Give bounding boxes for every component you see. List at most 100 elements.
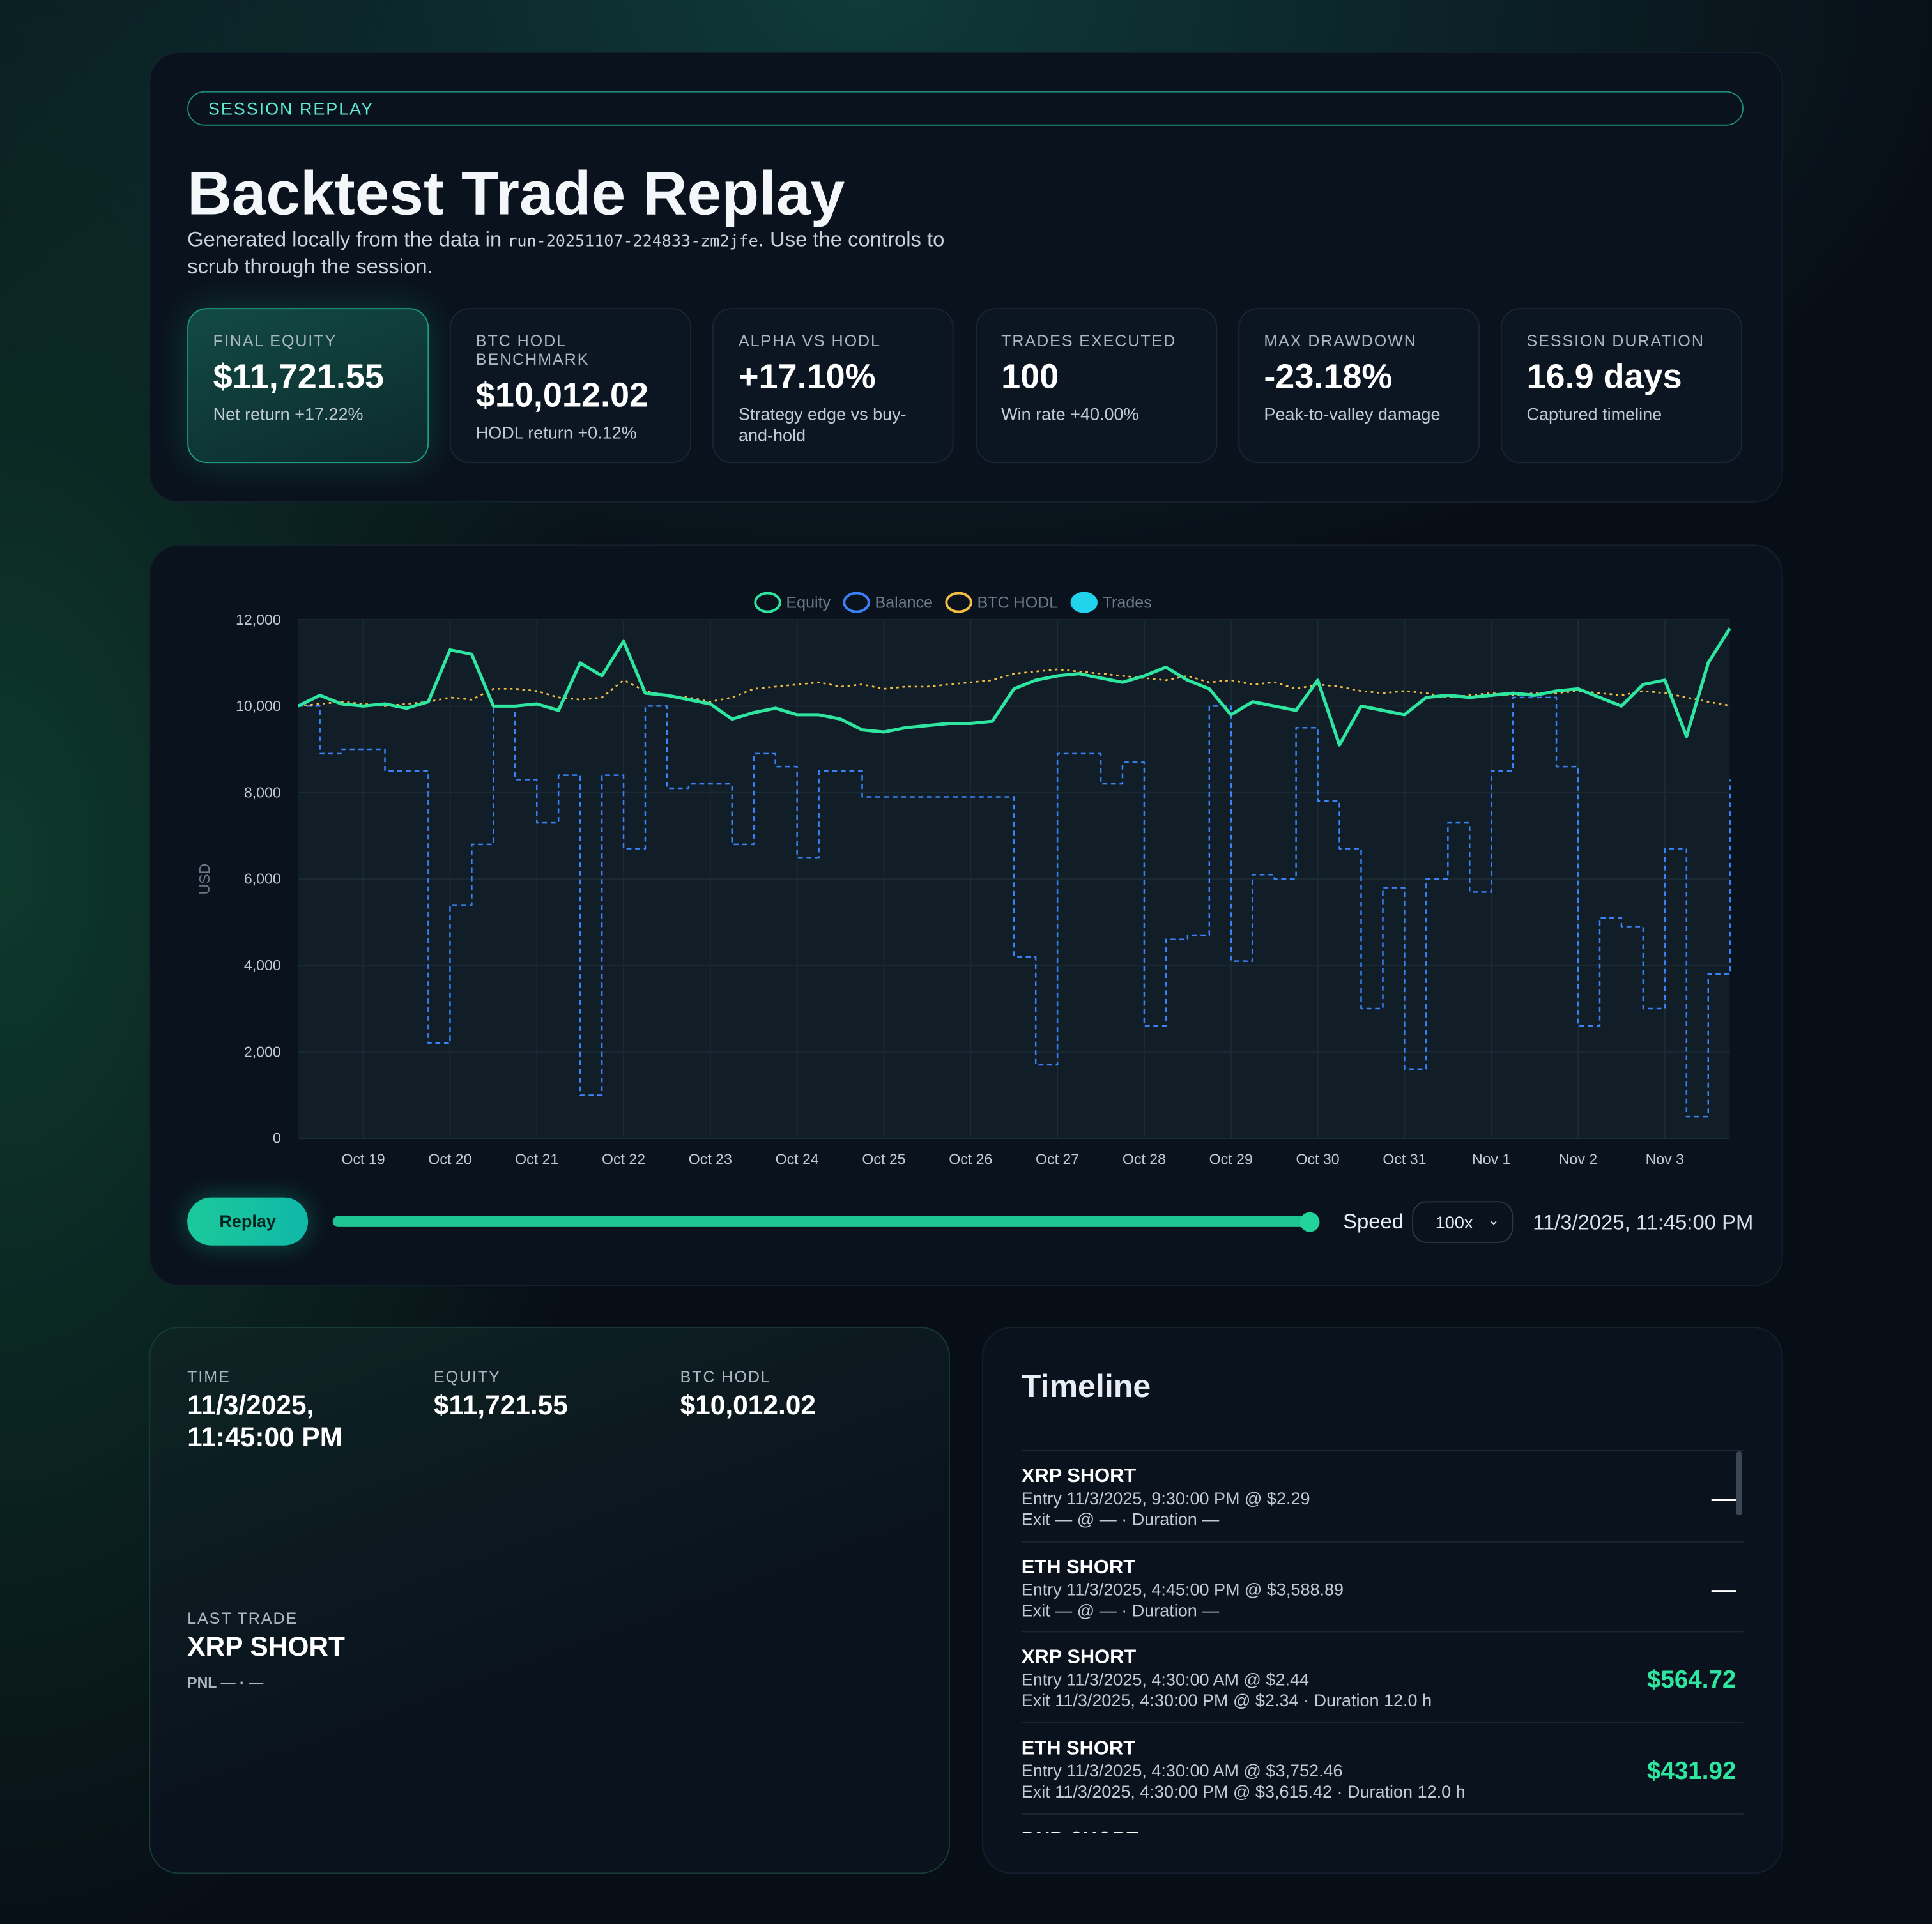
stat-card: BTC HODL BENCHMARK $10,012.02 HODL return … — [450, 308, 692, 464]
y-tick-label: 10,000 — [236, 698, 281, 714]
y-axis-label: USD — [196, 864, 213, 895]
detail-label: EQUITY — [433, 1367, 501, 1386]
x-tick-label: Oct 29 — [1209, 1150, 1253, 1167]
trade-pnl: $564.72 — [1646, 1667, 1736, 1695]
trade-entry: Entry 11/3/2025, 4:45:00 PM @ $3,588.89 — [1021, 1578, 1344, 1599]
trade-name: ETH SHORT — [1021, 1738, 1136, 1760]
x-tick-label: Oct 19 — [342, 1150, 385, 1167]
legend-label: Equity — [786, 594, 831, 612]
y-tick-label: 8,000 — [244, 784, 281, 800]
x-tick-label: Oct 24 — [776, 1150, 819, 1167]
y-tick-label: 2,000 — [244, 1043, 281, 1060]
y-tick-label: 0 — [273, 1130, 281, 1147]
subtitle-text: . Use the controls to scrub through the … — [187, 227, 945, 279]
trade-pnl: — — [1711, 1485, 1736, 1513]
stat-card: FINAL EQUITY $11,721.55 Net return +17.22% — [187, 308, 429, 464]
x-tick-label: Oct 21 — [515, 1150, 558, 1167]
timeline-item: XRP SHORT Entry 11/3/2025, 4:30:00 AM @ $… — [1021, 1631, 1744, 1722]
timeline-item: BNB SHORT — [1021, 1813, 1744, 1833]
legend-swatch — [945, 592, 972, 613]
chevron: ⌄ — [1488, 1213, 1500, 1228]
detail-value: XRP SHORT — [187, 1631, 345, 1662]
timeline-item: XRP SHORT Entry 11/3/2025, 9:30:00 PM @ $… — [1021, 1449, 1744, 1540]
trade-pnl: — — [1711, 1576, 1736, 1604]
stat-label: ALPHA VS HODL — [738, 331, 881, 350]
stat-note: Win rate +40.00% — [1001, 404, 1139, 424]
detail-label: LAST TRADE — [187, 1608, 298, 1628]
detail-value: $10,012.02 — [680, 1389, 816, 1421]
slider-track[interactable] — [332, 1216, 1310, 1227]
slider-knob[interactable] — [1300, 1212, 1320, 1232]
timeline-item: ETH SHORT Entry 11/3/2025, 4:30:00 AM @ $… — [1021, 1722, 1744, 1812]
stat-value: 16.9 days — [1526, 357, 1682, 396]
detail-label: BTC HODL — [680, 1367, 771, 1386]
stat-value: $10,012.02 — [475, 376, 649, 414]
subtitle: Generated locally from the data in run-2… — [187, 228, 1000, 280]
speed-value: 100x — [1435, 1212, 1473, 1232]
x-tick-label: Nov 1 — [1472, 1150, 1510, 1167]
scrollbar — [1736, 1451, 1742, 1516]
legend-label: Trades — [1103, 594, 1152, 612]
trade-pnl: $431.92 — [1646, 1758, 1736, 1785]
trade-exit: Exit — @ — · Duration — — [1021, 1509, 1220, 1529]
x-tick-label: Nov 3 — [1646, 1150, 1684, 1167]
series-line — [298, 696, 1731, 1118]
x-tick-label: Oct 20 — [428, 1150, 471, 1167]
trade-name: XRP SHORT — [1021, 1647, 1137, 1669]
stat-note: Captured timeline — [1526, 404, 1662, 424]
trade-entry: Entry 11/3/2025, 9:30:00 PM @ $2.29 — [1021, 1488, 1310, 1508]
badge: SESSION REPLAY — [187, 91, 1744, 126]
x-tick-label: Oct 30 — [1296, 1150, 1340, 1167]
trade-entry: Entry 11/3/2025, 4:30:00 AM @ $3,752.46 — [1021, 1760, 1343, 1780]
legend-swatch — [754, 592, 781, 613]
stat-label: SESSION DURATION — [1526, 331, 1705, 350]
stat-value: 100 — [1001, 357, 1059, 396]
trade-exit: Exit 11/3/2025, 4:30:00 PM @ $2.34 · Dur… — [1021, 1690, 1432, 1711]
x-tick-label: Nov 2 — [1559, 1150, 1597, 1167]
stat-value: -23.18% — [1264, 357, 1393, 396]
x-tick-label: Oct 25 — [862, 1150, 905, 1167]
timeline-panel — [982, 1327, 1783, 1874]
stat-card: SESSION DURATION 16.9 days Captured timeli… — [1500, 308, 1742, 464]
trade-name: XRP SHORT — [1021, 1465, 1137, 1487]
subtitle-text: Generated locally from the data in — [187, 227, 508, 252]
trade-name: BNB SHORT — [1022, 1829, 1744, 1833]
chart: 0 2,000 4,000 6,000 8,000 10,000 12,000 Oct 19 O… — [196, 592, 1731, 1167]
stat-card: ALPHA VS HODL +17.10% Strategy edge vs buy… — [712, 308, 954, 464]
timeline-title: Timeline — [1021, 1367, 1151, 1405]
timeline-item: ETH SHORT Entry 11/3/2025, 4:45:00 PM @ $… — [1021, 1541, 1744, 1631]
timeline-list: XRP SHORT Entry 11/3/2025, 9:30:00 PM @ $… — [982, 1449, 1783, 1833]
stat-note: Strategy edge vs buy-and-hold — [738, 404, 907, 445]
detail-value: $11,721.55 — [433, 1389, 568, 1421]
speed-select[interactable]: 100x ⌄ — [1412, 1201, 1514, 1243]
stat-card: MAX DRAWDOWN -23.18% Peak-to-valley damage — [1238, 308, 1480, 464]
x-tick-label: Oct 28 — [1123, 1150, 1166, 1167]
y-tick-label: 6,000 — [244, 871, 281, 887]
stat-label: BTC HODL BENCHMARK — [475, 331, 590, 369]
run-id: run-20251107-224833-zm2jfe — [507, 233, 758, 252]
stat-note: Net return +17.22% — [213, 404, 364, 424]
trade-entry: Entry 11/3/2025, 4:30:00 AM @ $2.44 — [1021, 1669, 1310, 1690]
pnl: PNL — · — — [187, 1674, 264, 1691]
series-line — [297, 627, 1731, 747]
title: Backtest Trade Replay — [187, 158, 845, 228]
legend-swatch — [1070, 592, 1098, 613]
detail-value: 11/3/2025, 11:45:00 PM — [187, 1389, 343, 1453]
trade-exit: Exit — @ — · Duration — — [1021, 1600, 1220, 1620]
legend-label: Balance — [875, 594, 933, 612]
stat-label: MAX DRAWDOWN — [1264, 331, 1417, 350]
stat-value: $11,721.55 — [213, 357, 384, 396]
details-panel — [149, 1327, 950, 1874]
speed-label: Speed — [1343, 1209, 1404, 1233]
stat-card: TRADES EXECUTED 100 Win rate +40.00% — [975, 308, 1217, 464]
stat-note: HODL return +0.12% — [475, 422, 637, 443]
replay-button[interactable]: Replay — [187, 1197, 309, 1246]
replay-time: 11/3/2025, 11:45:00 PM — [1533, 1210, 1754, 1235]
stat-note: Peak-to-valley damage — [1264, 404, 1441, 424]
legend-swatch — [843, 592, 870, 613]
stat-label: FINAL EQUITY — [213, 331, 337, 350]
x-tick-label: Oct 31 — [1383, 1150, 1426, 1167]
y-tick-label: 4,000 — [244, 957, 281, 973]
